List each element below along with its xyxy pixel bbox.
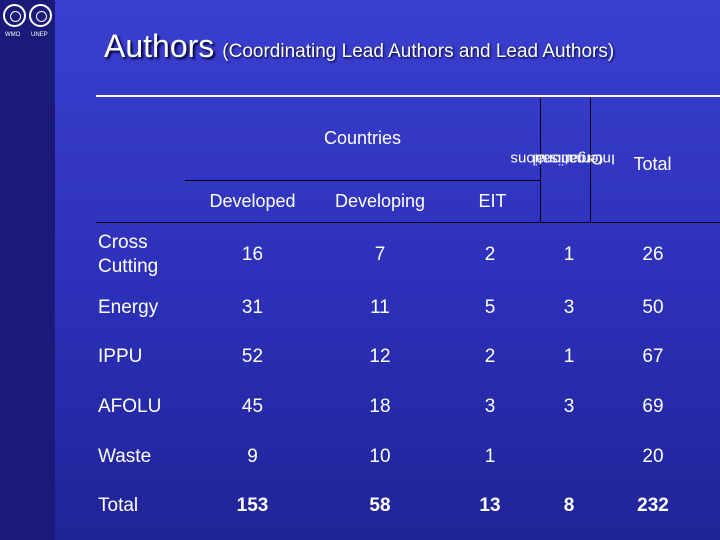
table-cell: 18 xyxy=(369,396,391,417)
table-cell xyxy=(540,432,598,482)
row-label: IPPU xyxy=(98,346,143,367)
title-main: Authors xyxy=(104,28,215,64)
col-header-eit: EIT xyxy=(478,190,507,211)
table-cell: 1 xyxy=(484,446,496,467)
table-cell: 50 xyxy=(642,297,664,318)
row-label: Energy xyxy=(98,297,159,318)
table-cell: 9 xyxy=(247,446,258,467)
table-cell: 1 xyxy=(563,244,575,265)
col-header-total: Total xyxy=(633,153,672,174)
grid-line xyxy=(185,180,540,181)
table-cell: 11 xyxy=(370,297,390,318)
table-cell: 16 xyxy=(241,244,264,265)
grid-line xyxy=(96,222,720,223)
row-label: Total xyxy=(98,495,139,516)
grid-line xyxy=(590,98,591,222)
table-cell: 67 xyxy=(642,346,664,367)
table-cell: 2 xyxy=(484,346,496,367)
title-rule xyxy=(96,95,720,97)
table-cell: 69 xyxy=(642,396,664,417)
table-cell: 232 xyxy=(637,495,669,516)
table-cell: 13 xyxy=(479,495,501,516)
row-label: Waste xyxy=(98,446,152,467)
intl-line-2: Organisations xyxy=(510,150,603,168)
unep-logo: UNEP xyxy=(29,4,52,38)
unep-logo-label: UNEP xyxy=(31,32,48,38)
table-cell: 5 xyxy=(484,297,496,318)
table-cell: 45 xyxy=(241,396,264,417)
row-label: AFOLU xyxy=(98,396,162,417)
table-cell: 26 xyxy=(642,244,664,265)
table-cell: 52 xyxy=(241,346,264,367)
slide-title: Authors (Coordinating Lead Authors and Le… xyxy=(104,28,614,65)
table-cell: 3 xyxy=(484,396,496,417)
wmo-logo: WMO xyxy=(3,4,26,38)
table-cell: 3 xyxy=(563,396,575,417)
table-cell: 10 xyxy=(369,446,391,467)
table-cell: 20 xyxy=(642,446,664,467)
col-header-international-organisations: International Organisations xyxy=(510,100,615,218)
table-cell: 1 xyxy=(563,346,575,367)
grid-line xyxy=(540,98,541,222)
table-cell: 8 xyxy=(563,495,575,516)
col-header-developing: Developing xyxy=(334,190,426,211)
table-cell: 31 xyxy=(241,297,264,318)
row-label-line-2: Cutting xyxy=(98,256,159,277)
table-cell: 2 xyxy=(484,244,496,265)
group-header-countries: Countries xyxy=(323,127,402,148)
row-label-line-1: Cross xyxy=(98,232,148,253)
left-stripe xyxy=(0,0,55,540)
table-cell: 3 xyxy=(563,297,575,318)
title-sub: (Coordinating Lead Authors and Lead Auth… xyxy=(222,41,615,62)
wmo-logo-label: WMO xyxy=(5,32,21,38)
col-header-developed: Developed xyxy=(209,190,296,211)
row-label: Cross Cutting xyxy=(56,228,196,282)
table-cell: 12 xyxy=(369,346,391,367)
table-cell: 153 xyxy=(236,495,269,516)
table-cell: 7 xyxy=(374,244,386,265)
logo-bar: WMO UNEP xyxy=(0,0,55,40)
table-cell: 58 xyxy=(369,495,391,516)
